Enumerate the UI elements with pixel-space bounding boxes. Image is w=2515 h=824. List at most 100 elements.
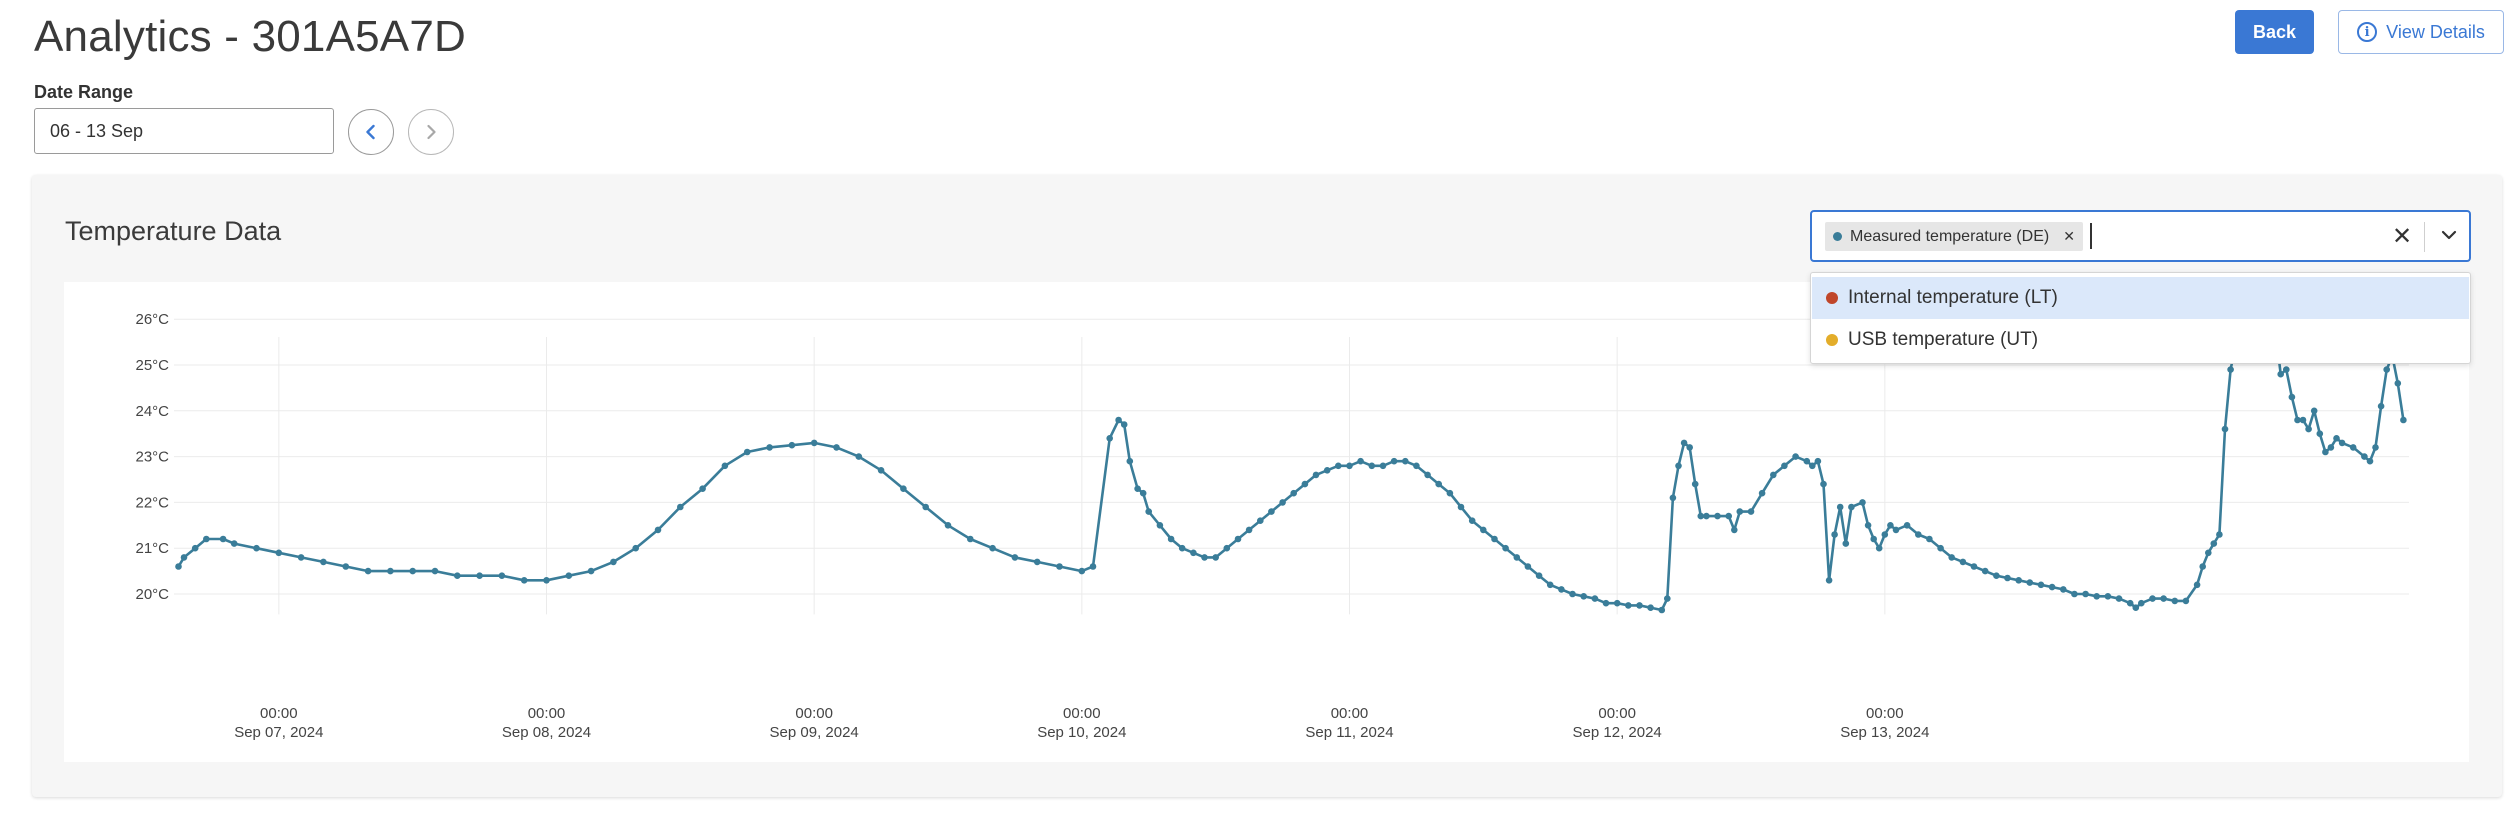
x-tick-time: 00:00: [1331, 705, 1369, 722]
data-point: [1115, 416, 1122, 424]
y-tick-label: 21°C: [135, 540, 169, 557]
data-point: [1446, 489, 1454, 497]
data-point: [1279, 499, 1286, 506]
data-point: [1145, 508, 1152, 515]
data-point: [1875, 544, 1883, 552]
y-tick-label: 23°C: [135, 449, 169, 466]
data-point: [1814, 457, 1822, 465]
data-point: [788, 441, 796, 449]
data-point: [1323, 467, 1331, 474]
data-point: [1820, 480, 1827, 488]
data-point: [1245, 526, 1253, 534]
data-point: [1903, 522, 1911, 529]
data-point: [342, 563, 350, 570]
data-point: [1156, 522, 1164, 529]
data-point: [1346, 462, 1353, 470]
data-point: [1669, 494, 1677, 502]
data-point: [1379, 462, 1387, 470]
data-point: [2327, 444, 2335, 451]
data-point: [2221, 425, 2229, 433]
option-label: Internal temperature (LT): [1848, 287, 2058, 308]
data-point: [1535, 572, 1543, 579]
data-point: [409, 567, 417, 575]
data-point: [900, 485, 907, 492]
data-point: [1680, 439, 1688, 447]
remove-chip-icon[interactable]: ✕: [2063, 228, 2075, 244]
data-point: [1664, 595, 1671, 602]
data-point: [1636, 602, 1643, 609]
data-point: [1558, 586, 1565, 593]
option-internal-temperature[interactable]: Internal temperature (LT): [1812, 277, 2469, 319]
data-point: [230, 540, 238, 547]
data-point: [677, 503, 684, 511]
data-point: [1625, 602, 1632, 609]
data-point: [2210, 540, 2218, 547]
data-point: [743, 448, 751, 456]
data-point: [2361, 453, 2368, 460]
data-point: [2060, 586, 2067, 593]
data-point: [1892, 526, 1900, 534]
data-point: [191, 544, 199, 552]
view-details-label: View Details: [2386, 21, 2485, 42]
data-point: [275, 549, 283, 557]
data-point: [1056, 563, 1063, 570]
data-point: [175, 563, 182, 570]
data-point: [1290, 489, 1297, 497]
data-point: [2377, 402, 2385, 410]
y-tick-label: 20°C: [135, 586, 169, 603]
next-range-button[interactable]: [408, 109, 454, 155]
data-point: [1413, 462, 1420, 470]
data-point: [766, 444, 773, 451]
data-point: [2048, 583, 2056, 591]
series-color-dot: [1833, 232, 1842, 241]
data-point: [1675, 462, 1682, 470]
clear-selection-icon[interactable]: ✕: [2392, 223, 2413, 250]
view-details-button[interactable]: i View Details: [2338, 10, 2504, 54]
data-point: [1714, 512, 1721, 520]
data-point: [476, 572, 483, 579]
data-point: [1457, 503, 1465, 511]
data-point: [1524, 563, 1532, 570]
data-point: [2316, 430, 2324, 437]
data-point: [1513, 554, 1521, 561]
data-point: [1613, 599, 1621, 607]
data-point: [2322, 448, 2329, 456]
data-point: [1178, 544, 1186, 552]
data-point: [2193, 581, 2201, 589]
data-point: [1424, 471, 1431, 479]
data-point: [1390, 457, 1398, 465]
data-point: [2037, 581, 2045, 589]
option-usb-temperature[interactable]: USB temperature (UT): [1812, 319, 2469, 361]
y-tick-label: 26°C: [135, 311, 169, 328]
data-point: [253, 544, 260, 552]
data-point: [1725, 512, 1732, 520]
data-point: [565, 572, 573, 579]
x-tick-date: Sep 07, 2024: [234, 724, 323, 741]
select-separator: [2424, 222, 2425, 252]
data-point: [1491, 535, 1498, 543]
data-point: [1011, 554, 1019, 561]
x-tick-date: Sep 11, 2024: [1305, 724, 1393, 741]
option-color-dot: [1826, 334, 1838, 346]
data-point: [1120, 421, 1128, 428]
data-point: [1770, 471, 1777, 479]
chevron-down-icon[interactable]: [2438, 224, 2460, 246]
date-range-input[interactable]: [34, 108, 334, 154]
data-point: [2277, 370, 2284, 378]
series-select[interactable]: Measured temperature (DE) ✕ ✕: [1810, 210, 2471, 262]
data-point: [2299, 416, 2307, 424]
data-point: [610, 558, 617, 566]
data-point: [2093, 593, 2100, 600]
data-point: [1190, 549, 1197, 557]
previous-range-button[interactable]: [348, 109, 394, 155]
data-point: [454, 572, 461, 579]
data-point: [1402, 457, 1409, 465]
chevron-right-icon: [427, 124, 436, 140]
data-point: [855, 453, 863, 460]
data-point: [1948, 554, 1955, 561]
back-button[interactable]: Back: [2235, 10, 2314, 54]
data-point: [2104, 593, 2112, 600]
data-point: [2288, 393, 2296, 401]
data-point: [1736, 508, 1744, 515]
data-point: [1089, 563, 1097, 570]
